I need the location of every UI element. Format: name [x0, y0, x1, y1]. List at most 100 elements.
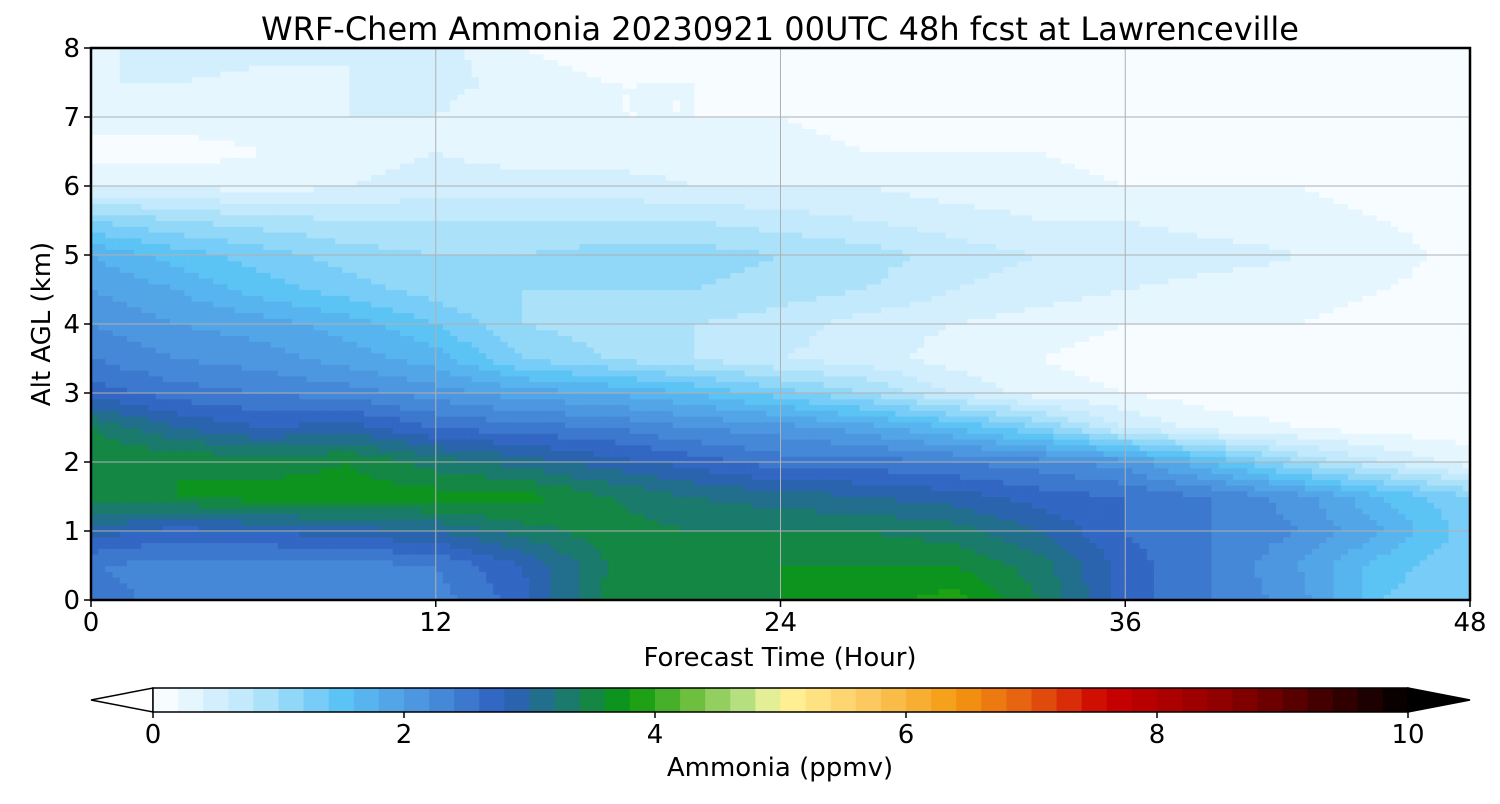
contour-cell — [1326, 571, 1335, 578]
contour-cell — [916, 479, 925, 486]
contour-cell — [1333, 525, 1342, 532]
contour-cell — [1218, 502, 1227, 509]
contour-cell — [967, 577, 976, 584]
contour-cell — [866, 508, 875, 515]
contour-cell — [1024, 571, 1033, 578]
contour-cell — [1261, 462, 1270, 469]
contour-cell — [1031, 456, 1040, 463]
contour-cell — [1362, 565, 1371, 572]
contour-cell — [356, 554, 365, 561]
contour-cell — [1426, 582, 1435, 590]
contour-cell — [622, 513, 631, 521]
contour-cell — [730, 485, 738, 492]
contour-cell — [773, 542, 782, 549]
contour-cell — [1261, 582, 1270, 590]
contour-cell — [1240, 456, 1248, 463]
contour-cell — [1311, 536, 1320, 544]
contour-cell — [328, 536, 336, 544]
contour-cell — [1297, 531, 1306, 538]
contour-cell — [995, 490, 1004, 498]
contour-cell — [471, 559, 480, 567]
contour-cell — [134, 536, 142, 544]
contour-cell — [1369, 577, 1378, 584]
contour-cell — [715, 508, 724, 515]
contour-cell — [457, 548, 466, 555]
contour-cell — [1211, 525, 1220, 532]
contour-cell — [1204, 594, 1213, 600]
contour-cell — [945, 582, 954, 590]
contour-cell — [335, 542, 343, 549]
contour-cell — [342, 473, 351, 480]
contour-cell — [909, 542, 918, 549]
contour-cell — [845, 513, 853, 521]
contour-cell — [421, 508, 430, 515]
contour-cell — [521, 536, 530, 544]
contour-cell — [888, 525, 897, 532]
contour-cell — [1067, 467, 1076, 475]
contour-cell — [500, 577, 509, 584]
contour-cell — [995, 554, 1004, 561]
contour-cell — [1197, 473, 1205, 480]
contour-cell — [442, 502, 451, 509]
contour-cell — [694, 588, 703, 595]
contour-cell — [335, 496, 343, 503]
contour-cell — [687, 559, 695, 567]
contour-cell — [1426, 485, 1435, 492]
contour-cell — [126, 490, 135, 498]
contour-cell — [572, 467, 580, 475]
contour-cell — [148, 473, 157, 480]
contour-cell — [1074, 456, 1083, 463]
contour-cell — [651, 582, 659, 590]
contour-cell — [141, 496, 150, 503]
contour-cell — [1074, 554, 1083, 561]
contour-cell — [1024, 519, 1033, 526]
contour-cell — [1398, 456, 1406, 463]
contour-cell — [313, 479, 322, 486]
contour-cell — [708, 565, 717, 572]
contour-cell — [1225, 531, 1234, 538]
contour-cell — [1232, 456, 1241, 463]
contour-cell — [536, 485, 545, 492]
contour-cell — [1204, 571, 1213, 578]
contour-cell — [794, 473, 803, 480]
contour-cell — [529, 496, 537, 503]
contour-cell — [1326, 525, 1335, 532]
contour-cell — [1426, 588, 1435, 595]
contour-cell — [924, 577, 932, 584]
contour-cell — [866, 594, 875, 600]
contour-cell — [328, 473, 336, 480]
contour-cell — [1010, 588, 1019, 595]
contour-cell — [335, 462, 343, 469]
contour-cell — [414, 559, 422, 567]
contour-cell — [830, 571, 839, 578]
contour-cell — [1340, 548, 1349, 555]
contour-cell — [1082, 519, 1090, 526]
contour-cell — [1225, 473, 1234, 480]
contour-cell — [837, 450, 846, 457]
contour-cell — [1204, 559, 1213, 567]
contour-cell — [557, 548, 566, 555]
contour-cell — [1074, 496, 1083, 503]
contour-cell — [105, 496, 114, 503]
contour-cell — [1254, 502, 1263, 509]
contour-cell — [708, 513, 717, 521]
contour-cell — [952, 559, 961, 567]
contour-cell — [328, 508, 336, 515]
contour-cell — [1103, 456, 1112, 463]
contour-cell — [1290, 571, 1299, 578]
contour-cell — [1311, 473, 1320, 480]
contour-cell — [586, 490, 595, 498]
contour-cell — [924, 531, 932, 538]
contour-cell — [952, 496, 961, 503]
contour-cell — [342, 490, 351, 498]
contour-cell — [435, 548, 444, 555]
contour-cell — [263, 559, 272, 567]
contour-cell — [457, 502, 466, 509]
contour-cell — [1125, 462, 1134, 469]
contour-cell — [1462, 479, 1470, 486]
contour-cell — [1204, 473, 1213, 480]
contour-cell — [1254, 473, 1263, 480]
contour-cell — [241, 542, 250, 549]
contour-cell — [119, 559, 128, 567]
contour-cell — [507, 519, 516, 526]
